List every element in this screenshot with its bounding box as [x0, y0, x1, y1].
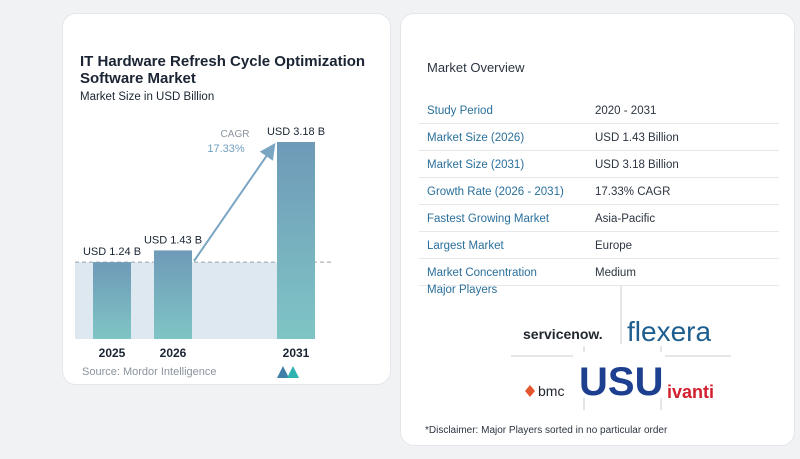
row-label: Market Size (2026) [427, 132, 525, 144]
row-label: Largest Market [427, 240, 504, 252]
source-text: Source: Mordor Intelligence [82, 366, 217, 378]
overview-row: Market Concentration Medium [419, 260, 779, 286]
bar-chart: USD 1.24 B 2025 USD 1.43 B 2026 USD 3.18 B 20… [75, 126, 331, 360]
usu-logo: USU [579, 360, 663, 404]
bar-data-label: USD 1.24 B [83, 246, 141, 258]
flexera-logo: flexera [627, 316, 711, 347]
mordor-logo-icon [277, 366, 299, 378]
row-value: USD 3.18 Billion [595, 159, 679, 171]
bmc-logo: bmc [538, 383, 564, 399]
row-label: Fastest Growing Market [427, 213, 550, 225]
bar-data-label: USD 1.43 B [144, 234, 202, 246]
row-value: Asia-Pacific [595, 213, 656, 225]
cagr-arrow [193, 143, 276, 262]
major-players-title: Major Players [427, 284, 498, 296]
overview-row: Study Period 2020 - 2031 [419, 98, 779, 124]
chart-card: IT Hardware Refresh Cycle Optimization S… [62, 13, 391, 385]
bmc-mark-icon [525, 385, 535, 397]
x-tick-label: 2031 [283, 346, 310, 360]
overview-row: Growth Rate (2026 - 2031) 17.33% CAGR [419, 179, 779, 205]
overview-row: Market Size (2031) USD 3.18 Billion [419, 152, 779, 178]
bar-data-label: USD 3.18 B [267, 126, 325, 138]
cagr-label: CAGR [221, 129, 250, 140]
row-label: Study Period [427, 105, 493, 117]
row-label: Growth Rate (2026 - 2031) [427, 186, 564, 198]
row-value: Europe [595, 240, 633, 252]
row-value: 2020 - 2031 [595, 105, 657, 117]
bar [277, 142, 315, 339]
overview-row: Largest Market Europe [419, 233, 779, 259]
overview-row: Market Size (2026) USD 1.43 Billion [419, 125, 779, 151]
row-label: Market Size (2031) [427, 159, 525, 171]
cagr-value: 17.33% [207, 143, 245, 155]
x-tick-label: 2026 [160, 346, 187, 360]
major-players-logos: servicenow. flexera USU bmc ivanti [511, 286, 731, 410]
chart-title: IT Hardware Refresh Cycle Optimization S… [80, 53, 366, 87]
market-overview-card: Market Overview Study Period 2020 - 2031… [400, 13, 795, 446]
bar [93, 262, 131, 339]
x-tick-label: 2025 [99, 346, 126, 360]
row-value: USD 1.43 Billion [595, 132, 679, 144]
row-value: Medium [595, 267, 636, 279]
overview-title: Market Overview [427, 60, 525, 75]
row-label: Market Concentration [427, 267, 537, 279]
bar [154, 250, 192, 339]
chart-subtitle: Market Size in USD Billion [80, 91, 215, 103]
row-value: 17.33% CAGR [595, 186, 671, 198]
ivanti-logo: ivanti [667, 382, 714, 402]
servicenow-logo: servicenow. [523, 326, 603, 342]
disclaimer-text: *Disclaimer: Major Players sorted in no … [425, 425, 668, 436]
overview-row: Fastest Growing Market Asia-Pacific [419, 206, 779, 232]
